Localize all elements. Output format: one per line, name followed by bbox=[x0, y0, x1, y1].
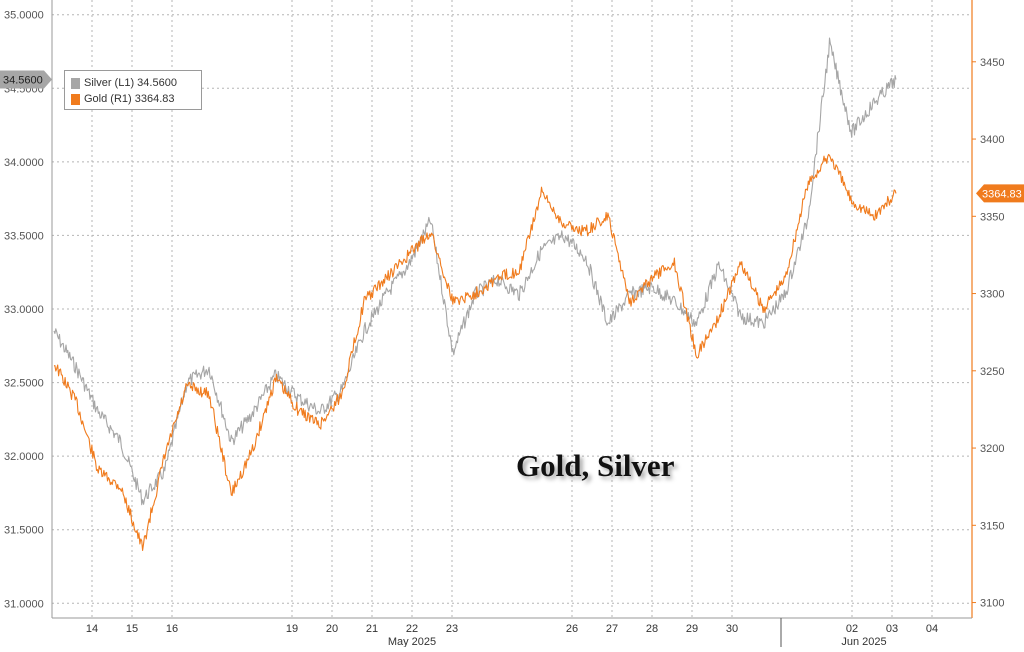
right-tick-label: 3150 bbox=[980, 520, 1004, 532]
right-tick-label: 3450 bbox=[980, 57, 1004, 69]
left-tick-label: 32.5000 bbox=[4, 378, 44, 390]
x-day-label: 28 bbox=[646, 623, 658, 635]
left-tick-label: 32.0000 bbox=[4, 451, 44, 463]
x-day-label: 14 bbox=[86, 623, 98, 635]
legend-label-silver: Silver (L1) 34.5600 bbox=[84, 77, 177, 89]
legend-item-gold: Gold (R1) 3364.83 bbox=[71, 91, 201, 107]
left-tick-label: 34.0000 bbox=[4, 157, 44, 169]
legend-swatch-silver bbox=[71, 77, 80, 89]
x-day-label: 20 bbox=[326, 623, 338, 635]
right-tick-label: 3400 bbox=[980, 134, 1004, 146]
x-day-label: 26 bbox=[566, 623, 578, 635]
left-tick-label: 33.5000 bbox=[4, 230, 44, 242]
right-tick-label: 3250 bbox=[980, 366, 1004, 378]
legend-swatch-gold bbox=[71, 93, 80, 105]
x-month-label: May 2025 bbox=[388, 636, 436, 647]
x-day-label: 04 bbox=[926, 623, 938, 635]
x-day-label: 23 bbox=[446, 623, 458, 635]
x-day-label: 21 bbox=[366, 623, 378, 635]
left-last-value-tag: 34.5600 bbox=[3, 74, 43, 86]
right-tick-label: 3350 bbox=[980, 211, 1004, 223]
legend-label-gold: Gold (R1) 3364.83 bbox=[84, 93, 175, 105]
left-last-value-tag-shape bbox=[0, 70, 52, 89]
left-tick-label: 33.0000 bbox=[4, 304, 44, 316]
x-day-label: 22 bbox=[406, 623, 418, 635]
right-tick-label: 3200 bbox=[980, 443, 1004, 455]
x-day-label: 19 bbox=[286, 623, 298, 635]
x-day-label: 15 bbox=[126, 623, 138, 635]
x-day-label: 03 bbox=[886, 623, 898, 635]
left-tick-label: 31.5000 bbox=[4, 525, 44, 537]
right-tick-label: 3100 bbox=[980, 598, 1004, 610]
x-day-label: 29 bbox=[686, 623, 698, 635]
right-last-value-tag-shape bbox=[976, 184, 1024, 203]
x-month-label: Jun 2025 bbox=[841, 636, 886, 647]
x-day-label: 30 bbox=[726, 623, 738, 635]
left-tick-label: 31.0000 bbox=[4, 598, 44, 610]
legend: Silver (L1) 34.5600 Gold (R1) 3364.83 bbox=[64, 70, 202, 110]
x-day-label: 16 bbox=[166, 623, 178, 635]
right-last-value-tag: 3364.83 bbox=[982, 188, 1022, 200]
chart-title: Gold, Silver bbox=[516, 448, 675, 483]
right-tick-label: 3300 bbox=[980, 289, 1004, 301]
x-day-label: 02 bbox=[846, 623, 858, 635]
legend-item-silver: Silver (L1) 34.5600 bbox=[71, 75, 201, 91]
series-line-gold bbox=[53, 153, 897, 551]
series-line-silver bbox=[53, 37, 897, 506]
x-day-label: 27 bbox=[606, 623, 618, 635]
left-tick-label: 35.0000 bbox=[4, 10, 44, 22]
